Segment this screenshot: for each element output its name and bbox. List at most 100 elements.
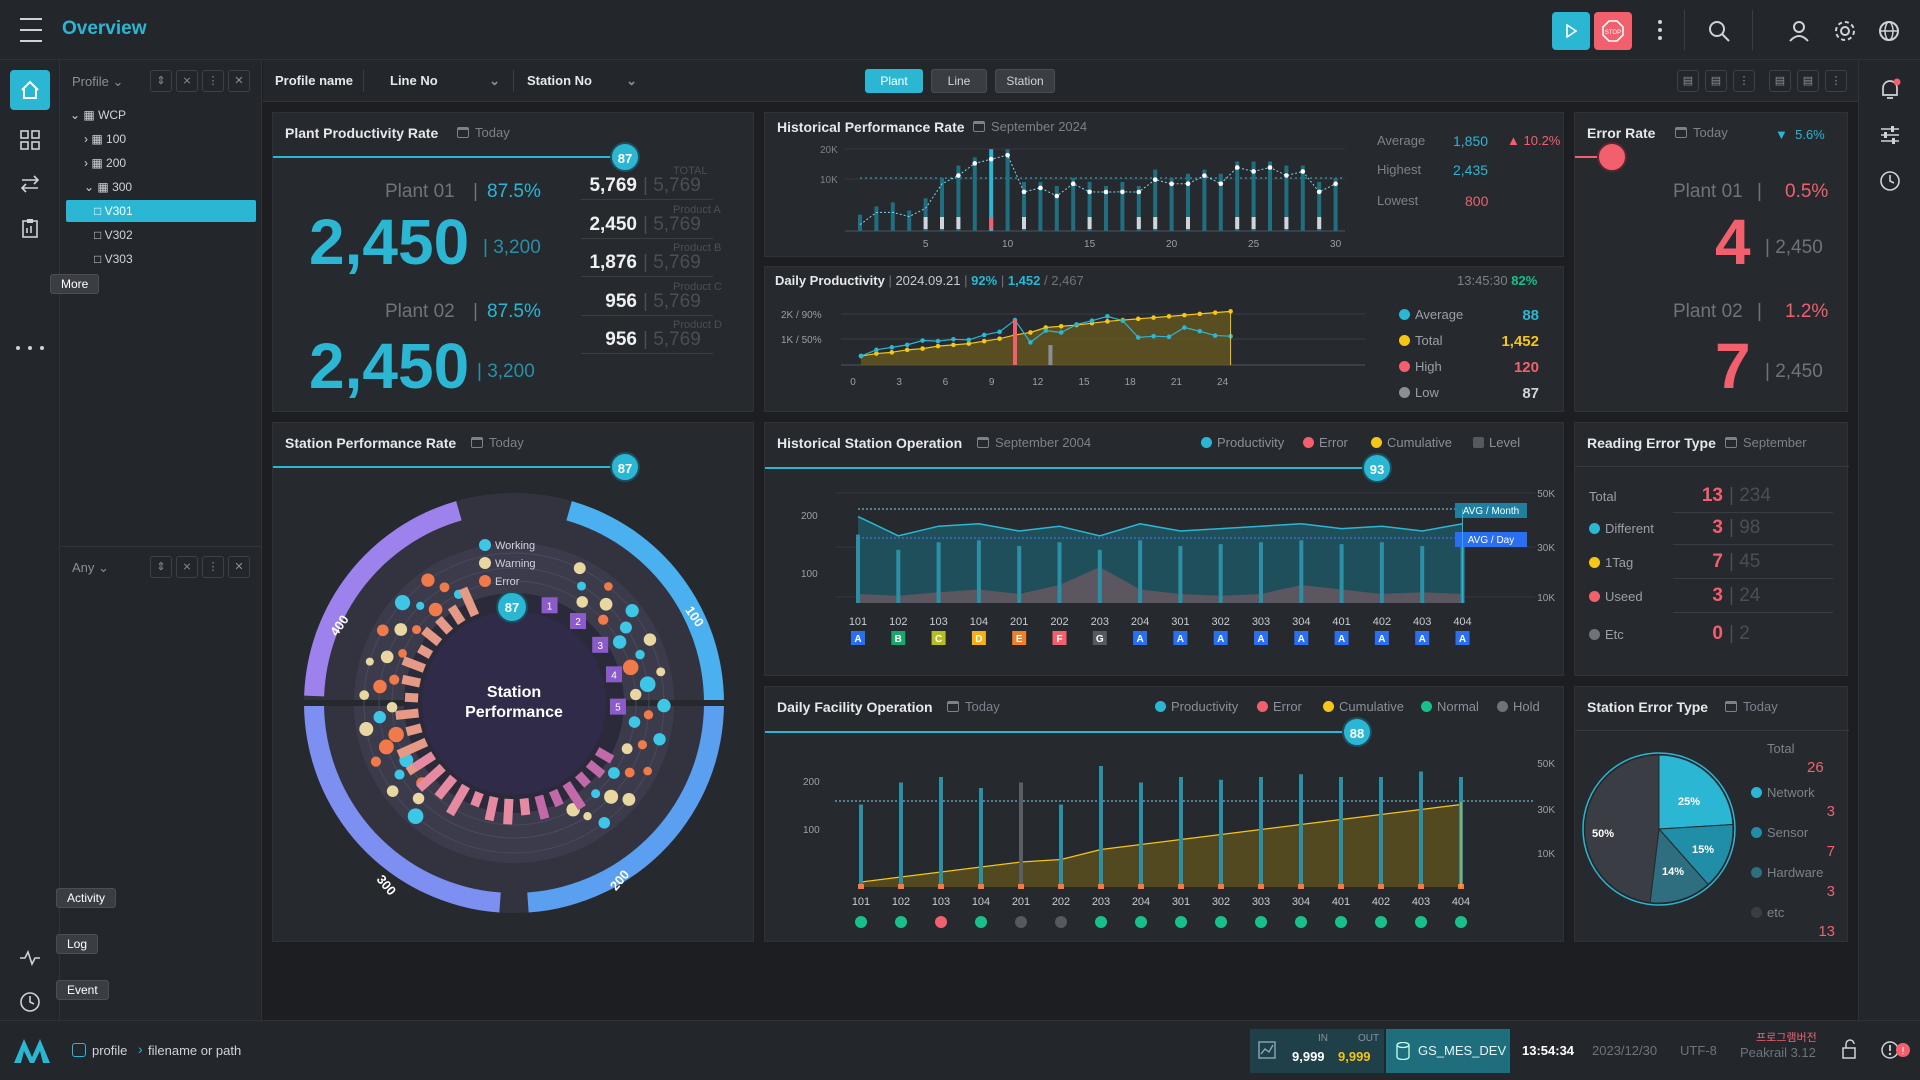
tab-station[interactable]: Station bbox=[995, 69, 1055, 93]
ring-segment-200 bbox=[527, 703, 724, 913]
bar bbox=[1136, 186, 1141, 231]
log-label[interactable]: Log bbox=[56, 934, 99, 954]
collapse-icon[interactable]: ⨯ bbox=[176, 70, 198, 92]
station-bar bbox=[404, 692, 419, 703]
gear-icon[interactable] bbox=[1832, 18, 1858, 44]
clipboard-icon[interactable] bbox=[16, 214, 44, 242]
pie-slice bbox=[1649, 827, 1709, 904]
expand-icon[interactable]: ⇕ bbox=[150, 556, 172, 578]
station-dot bbox=[359, 690, 370, 701]
station-label: 103 bbox=[932, 896, 950, 908]
mini-segment bbox=[605, 666, 622, 683]
total-point bbox=[1182, 312, 1187, 318]
stop-button[interactable]: STOP bbox=[1594, 12, 1632, 50]
status-dot bbox=[1175, 916, 1187, 928]
station-no-dropdown[interactable]: Station No ⌄ bbox=[527, 73, 637, 88]
profile-dropdown[interactable]: Profile ⌄ bbox=[72, 74, 124, 89]
more-vertical-icon[interactable]: ⋮ bbox=[1733, 70, 1755, 92]
tree-node-v303[interactable]: □ V303 bbox=[94, 252, 133, 266]
event-label[interactable]: Event bbox=[56, 980, 109, 1000]
average-point bbox=[1182, 325, 1187, 330]
close-icon[interactable]: ✕ bbox=[228, 556, 250, 578]
grade-label: C bbox=[935, 634, 942, 645]
tab-plant[interactable]: Plant bbox=[865, 69, 923, 93]
bell-icon[interactable] bbox=[1877, 76, 1903, 102]
tree-node-v301[interactable]: □ V301 bbox=[66, 200, 256, 222]
profile-checkbox[interactable] bbox=[72, 1043, 86, 1057]
tree-node-200[interactable]: › ▦ 200 bbox=[84, 156, 127, 170]
path-label: filename or path bbox=[148, 1043, 242, 1058]
panel-title: Error Rate bbox=[1587, 125, 1656, 141]
user-icon[interactable] bbox=[1786, 18, 1812, 44]
expand-icon[interactable]: ⇕ bbox=[150, 70, 172, 92]
station-bar bbox=[421, 626, 443, 647]
top-bar: Overview STOP bbox=[0, 0, 1920, 60]
reading-error-label: Different bbox=[1589, 521, 1654, 536]
error-type-value: 7 bbox=[1826, 843, 1835, 860]
hamburger-menu-icon[interactable] bbox=[18, 18, 44, 42]
error-mark bbox=[1298, 884, 1304, 889]
legend-dot bbox=[1399, 387, 1410, 398]
total-point bbox=[920, 346, 925, 351]
db-indicator[interactable]: GS_MES_DEV bbox=[1386, 1029, 1510, 1073]
more-vertical-icon[interactable]: ⋮ bbox=[1825, 70, 1847, 92]
point bbox=[1234, 165, 1240, 170]
more-vertical-icon[interactable]: ⋮ bbox=[202, 70, 224, 92]
tree-node-wcp[interactable]: ⌄ ▦ WCP bbox=[70, 108, 127, 122]
layout-icon[interactable]: ▤ bbox=[1769, 70, 1791, 92]
total-point bbox=[904, 347, 910, 353]
low-mark bbox=[1022, 217, 1026, 229]
more-horizontal-icon[interactable] bbox=[16, 340, 44, 356]
avg-month-tag bbox=[1455, 503, 1527, 518]
x-tick: 21 bbox=[1171, 377, 1183, 388]
reading-error-value: 0 bbox=[1712, 623, 1723, 644]
reading-error-total: | 24 bbox=[1729, 585, 1761, 606]
clock-icon[interactable] bbox=[16, 990, 44, 1014]
station-dot bbox=[612, 635, 627, 649]
more-tooltip[interactable]: More bbox=[50, 274, 100, 294]
tree-node-100[interactable]: › ▦ 100 bbox=[84, 132, 127, 146]
activity-label[interactable]: Activity bbox=[56, 888, 117, 908]
tree-node-300[interactable]: ⌄ ▦ 300 bbox=[84, 180, 133, 194]
home-button[interactable] bbox=[10, 70, 50, 110]
tab-line[interactable]: Line bbox=[931, 69, 987, 93]
line-no-dropdown[interactable]: Line No ⌄ bbox=[390, 73, 500, 88]
lock-icon[interactable] bbox=[1840, 1039, 1860, 1066]
station-bar bbox=[534, 794, 550, 820]
close-icon[interactable]: ✕ bbox=[228, 70, 250, 92]
search-icon[interactable] bbox=[1706, 18, 1732, 44]
more-vertical-icon[interactable] bbox=[1650, 18, 1670, 42]
chevron-right-icon: › bbox=[138, 1041, 143, 1057]
history-icon[interactable] bbox=[1877, 168, 1903, 194]
daily-facility-panel: Daily Facility Operation Today Productiv… bbox=[764, 686, 1564, 942]
alarm-icon[interactable]: ! bbox=[1880, 1039, 1912, 1066]
transfer-icon[interactable] bbox=[16, 170, 44, 198]
layout-icon[interactable]: ▤ bbox=[1677, 70, 1699, 92]
station-label: 104 bbox=[972, 896, 990, 908]
slice-label: 50% bbox=[1592, 828, 1614, 840]
y-tick-right: 50K bbox=[1537, 759, 1555, 770]
total-point bbox=[874, 351, 879, 356]
panel-title: Station Performance Rate bbox=[285, 435, 457, 451]
reading-error-value: 3 bbox=[1712, 517, 1723, 538]
more-vertical-icon[interactable]: ⋮ bbox=[202, 556, 224, 578]
layout-split-icon[interactable]: ▤ bbox=[1797, 70, 1819, 92]
collapse-icon[interactable]: ⨯ bbox=[176, 556, 198, 578]
legend-dot bbox=[1589, 523, 1600, 534]
svg-text:!: ! bbox=[1902, 1046, 1905, 1057]
globe-icon[interactable] bbox=[1876, 18, 1902, 44]
tree-node-v302[interactable]: □ V302 bbox=[94, 228, 133, 242]
point bbox=[1152, 177, 1158, 182]
any-dropdown[interactable]: Any ⌄ bbox=[72, 560, 109, 575]
activity-icon[interactable] bbox=[16, 946, 44, 970]
mini-segment bbox=[592, 636, 609, 653]
station-label: 202 bbox=[1050, 616, 1068, 628]
layout-split-icon[interactable]: ▤ bbox=[1705, 70, 1727, 92]
y-tick-right: 30K bbox=[1537, 543, 1555, 554]
dashboard-icon[interactable] bbox=[16, 126, 44, 154]
station-label: 101 bbox=[849, 616, 867, 628]
sliders-icon[interactable] bbox=[1877, 122, 1903, 148]
grade-badge bbox=[1334, 631, 1349, 645]
bar bbox=[989, 149, 994, 231]
play-button[interactable] bbox=[1552, 12, 1590, 50]
